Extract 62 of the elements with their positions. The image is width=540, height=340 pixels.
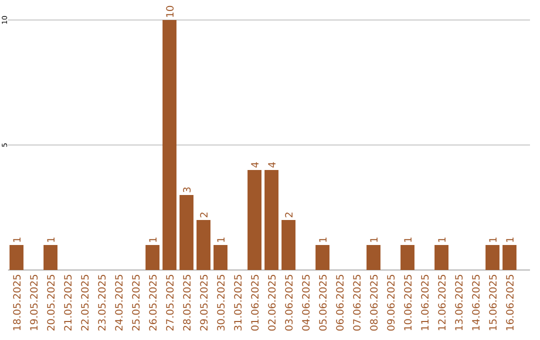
x-tick-label: 12.06.2025: [438, 274, 448, 332]
data-label: 1: [438, 236, 448, 243]
x-tick-label: 20.05.2025: [46, 274, 58, 332]
bar: [196, 220, 210, 270]
x-tick-label: 09.06.2025: [386, 274, 398, 332]
data-label: 4: [268, 162, 278, 168]
bar: [146, 245, 160, 270]
x-tick-label: 24.05.2025: [114, 274, 126, 332]
bar: [10, 245, 24, 270]
bar: [162, 20, 176, 270]
bar: [264, 170, 278, 270]
data-label: 4: [250, 162, 262, 168]
x-tick-label: 27.05.2025: [166, 274, 176, 332]
data-label: 2: [284, 212, 296, 218]
x-tick-label: 03.06.2025: [284, 274, 296, 332]
x-tick-label: 13.06.2025: [454, 274, 466, 332]
data-label: 1: [488, 236, 500, 243]
x-tick-label: 19.05.2025: [30, 274, 40, 332]
x-tick-label: 06.06.2025: [336, 274, 346, 332]
bar: [248, 170, 262, 270]
bar: [434, 245, 448, 270]
x-tick-label: 29.05.2025: [200, 274, 210, 332]
data-label: 1: [216, 236, 228, 243]
bar: [400, 245, 414, 270]
x-tick-label: 05.06.2025: [318, 274, 330, 332]
x-tick-label: 15.06.2025: [488, 274, 500, 332]
bar: [180, 195, 194, 270]
x-tick-label: 02.06.2025: [268, 274, 278, 332]
x-tick-label: 23.05.2025: [98, 274, 108, 332]
data-label: 1: [148, 236, 160, 243]
x-tick-label: 07.06.2025: [352, 274, 364, 332]
x-tick-label: 22.05.2025: [80, 274, 92, 332]
bar: [486, 245, 500, 270]
bar: [502, 245, 516, 270]
data-label: 1: [404, 236, 414, 243]
bar: [366, 245, 380, 270]
data-label: 1: [12, 236, 24, 243]
x-tick-label: 28.05.2025: [182, 274, 194, 332]
x-tick-label: 01.06.2025: [250, 274, 262, 332]
data-label: 1: [318, 236, 330, 243]
bar: [214, 245, 228, 270]
x-tick-label: 30.05.2025: [216, 274, 228, 332]
x-tick-label: 18.05.2025: [12, 274, 24, 332]
data-label: 2: [200, 212, 210, 218]
data-label: 1: [370, 236, 380, 243]
bar: [316, 245, 330, 270]
data-label: 3: [182, 186, 194, 193]
x-tick-label: 11.06.2025: [420, 274, 432, 332]
x-tick-label: 10.06.2025: [404, 274, 414, 332]
x-tick-label: 14.06.2025: [472, 274, 482, 332]
x-tick-label: 25.05.2025: [132, 274, 142, 332]
data-label: 1: [46, 236, 58, 243]
x-tick-label: 04.06.2025: [302, 274, 312, 332]
bar: [44, 245, 58, 270]
data-label: 10: [166, 5, 176, 18]
x-tick-label: 16.06.2025: [506, 274, 516, 332]
bar: [282, 220, 296, 270]
data-label: 1: [506, 236, 516, 243]
x-tick-label: 21.05.2025: [64, 274, 74, 332]
x-tick-label: 26.05.2025: [148, 274, 160, 332]
x-tick-label: 08.06.2025: [370, 274, 380, 332]
x-tick-label: 31.05.2025: [234, 274, 244, 332]
